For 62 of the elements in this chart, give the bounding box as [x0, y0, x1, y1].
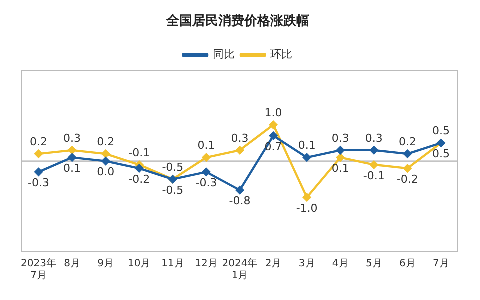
point — [370, 146, 378, 155]
data-label: 1.0 — [264, 106, 282, 120]
x-tick-label: 8月 — [64, 258, 80, 270]
legend-label: 环比 — [270, 48, 292, 61]
data-label: -1.0 — [296, 202, 318, 215]
data-label: 0.1 — [298, 139, 316, 152]
legend-label: 同比 — [213, 48, 235, 61]
x-tick-label: 12月 — [195, 258, 218, 270]
x-tick-label: 7月 — [433, 258, 450, 270]
x-tick-label: 4月 — [332, 258, 349, 270]
point — [34, 168, 43, 176]
data-label: 0.3 — [332, 132, 350, 145]
point — [102, 150, 110, 158]
data-label: 0.1 — [198, 139, 216, 152]
point — [269, 132, 278, 140]
data-label: 0.2 — [30, 135, 48, 148]
point — [404, 164, 412, 173]
x-tick-label: 2024年 1月 — [222, 258, 258, 282]
data-label: 0.3 — [365, 132, 383, 145]
x-tick-label: 2月 — [265, 258, 282, 270]
x-tick-label: 11月 — [162, 258, 184, 270]
data-label: 0.2 — [398, 135, 416, 148]
point — [202, 168, 211, 176]
data-label: -0.2 — [128, 172, 150, 186]
point — [302, 193, 312, 202]
point — [269, 120, 278, 130]
data-label: -0.3 — [28, 176, 50, 190]
point — [302, 154, 312, 162]
x-tick-label: 3月 — [298, 258, 316, 270]
data-label: 0.2 — [97, 135, 115, 148]
data-label: 0.0 — [97, 166, 115, 179]
x-tick-label: 5月 — [366, 258, 382, 270]
data-label: -0.1 — [363, 169, 385, 182]
point — [236, 146, 244, 155]
point — [68, 146, 76, 155]
data-label: 0.3 — [231, 132, 249, 145]
x-tick-label: 2023年 7月 — [21, 258, 56, 282]
data-label: -0.8 — [229, 194, 251, 208]
point — [102, 157, 110, 166]
data-label: -0.5 — [162, 160, 184, 174]
x-tick-label: 6月 — [400, 258, 416, 270]
data-label: -0.1 — [128, 146, 150, 160]
chart-title: 全国居民消费价格涨跌幅 — [166, 14, 310, 30]
data-label: 0.5 — [432, 148, 450, 161]
point — [236, 186, 244, 194]
x-tick-label: 9月 — [98, 258, 114, 270]
point — [336, 154, 345, 162]
point — [68, 154, 76, 162]
point — [34, 150, 43, 158]
data-label: 0.1 — [332, 162, 350, 176]
point — [135, 164, 144, 173]
point — [202, 154, 211, 162]
data-label: -0.2 — [396, 172, 418, 186]
point — [336, 146, 345, 155]
data-label: -0.3 — [196, 176, 218, 190]
data-label: 0.1 — [64, 162, 82, 176]
x-tick-label: 10月 — [128, 258, 151, 270]
data-label: -0.5 — [162, 184, 184, 197]
data-label: 0.3 — [64, 132, 82, 145]
point — [370, 160, 378, 170]
data-label: 0.5 — [432, 124, 450, 138]
point — [404, 150, 412, 158]
